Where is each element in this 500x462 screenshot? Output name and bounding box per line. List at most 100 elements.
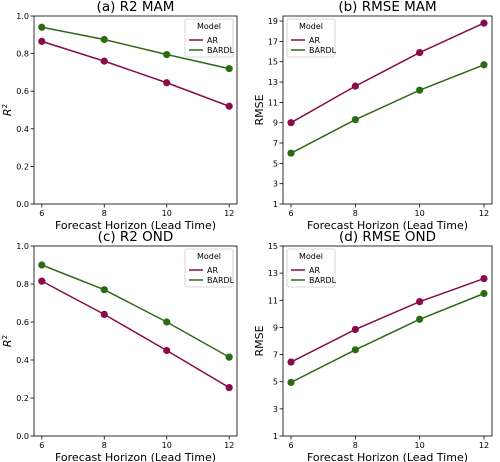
x-tick-label: 6 xyxy=(288,209,293,218)
x-tick-label: 10 xyxy=(415,209,425,218)
chart-title: (d) RMSE OND xyxy=(339,229,436,245)
y-tick-label: 1.0 xyxy=(16,242,29,251)
legend-title: Model xyxy=(299,252,323,261)
x-tick-label: 10 xyxy=(162,209,172,218)
plot-frame xyxy=(33,245,238,437)
y-tick-label: 0.8 xyxy=(16,50,29,59)
series-line-ar xyxy=(290,277,485,363)
y-tick-label: 0.8 xyxy=(16,280,29,289)
plot-frame xyxy=(282,245,493,437)
x-tick-label: 12 xyxy=(479,209,489,218)
data-point-bardl xyxy=(38,261,46,269)
data-point-ar xyxy=(480,19,488,27)
x-tick-label: 8 xyxy=(353,209,358,218)
plot-frame xyxy=(282,15,493,205)
y-tick-label: 1.0 xyxy=(16,12,29,21)
y-tick-label: 9 xyxy=(273,323,278,332)
x-axis-label: Forecast Horizon (Lead Time) xyxy=(55,451,216,462)
y-tick-label: 5 xyxy=(273,378,278,387)
y-tick-label: 7 xyxy=(273,351,278,360)
y-tick-label: 11 xyxy=(268,98,278,107)
legend-entry-ar: AR xyxy=(207,36,218,45)
data-point-ar xyxy=(287,119,295,127)
x-tick-label: 6 xyxy=(288,441,293,450)
data-point-bardl xyxy=(225,65,233,73)
series-line-bardl xyxy=(290,292,485,384)
x-tick-label: 8 xyxy=(102,441,107,450)
y-axis-label-superscript: 2 xyxy=(1,104,9,108)
y-tick-label: 15 xyxy=(268,58,278,67)
data-point-bardl xyxy=(163,50,171,59)
legend-box xyxy=(184,248,234,288)
data-point-ar xyxy=(163,79,171,87)
x-tick-label: 12 xyxy=(479,441,489,450)
data-point-bardl xyxy=(416,315,424,323)
y-tick-label: 0.0 xyxy=(16,200,29,209)
y-tick-label: 0.4 xyxy=(16,125,29,134)
y-tick-label: 7 xyxy=(273,139,278,148)
data-point-bardl xyxy=(225,353,233,361)
y-axis-label-text: R xyxy=(1,108,14,116)
data-point-ar xyxy=(351,325,359,334)
y-tick-label: 0.4 xyxy=(16,356,29,365)
y-tick-label: 0.2 xyxy=(16,162,29,171)
y-axis-label-text: R xyxy=(1,339,14,347)
x-tick-label: 12 xyxy=(224,441,234,450)
series-line-bardl xyxy=(41,26,230,70)
legend-entry-bardl: BARDL xyxy=(207,46,235,55)
data-point-ar xyxy=(100,310,108,318)
data-point-ar xyxy=(38,37,46,45)
x-axis-label: Forecast Horizon (Lead Time) xyxy=(307,451,468,462)
data-point-bardl xyxy=(100,286,108,294)
series-line-ar xyxy=(290,22,485,124)
chart-title: (b) RMSE MAM xyxy=(338,0,436,15)
legend-title: Model xyxy=(197,252,221,261)
data-point-ar xyxy=(416,48,424,57)
series-line-ar xyxy=(41,40,230,107)
legend-box xyxy=(286,248,336,288)
chart-title: (a) R2 MAM xyxy=(97,0,175,15)
legend-entry-ar: AR xyxy=(207,266,218,275)
legend-entry-bardl: BARDL xyxy=(309,276,337,285)
data-point-ar xyxy=(100,57,108,65)
series-line-bardl xyxy=(41,264,230,358)
legend-title: Model xyxy=(299,22,323,31)
data-point-ar xyxy=(163,346,171,355)
x-tick-label: 10 xyxy=(415,441,425,450)
data-point-ar xyxy=(225,383,233,392)
y-tick-label: 13 xyxy=(268,78,278,87)
y-axis-label: R2 xyxy=(1,335,14,347)
y-tick-label: 9 xyxy=(273,119,278,128)
y-tick-label: 15 xyxy=(268,242,278,251)
y-tick-label: 0.6 xyxy=(16,87,29,96)
x-tick-label: 8 xyxy=(353,441,358,450)
y-tick-label: 11 xyxy=(268,296,278,305)
y-tick-label: 0.2 xyxy=(16,394,29,403)
y-tick-label: 0.0 xyxy=(16,432,29,441)
data-point-bardl xyxy=(416,86,424,94)
x-tick-label: 12 xyxy=(224,209,234,218)
y-tick-label: 3 xyxy=(273,405,278,414)
chart-panel-r2-ond: (c) R2 OND 6 8 10 12 0.0 0.2 0.4 0.6 0.8 1.0 Foreca… xyxy=(1,229,238,462)
x-tick-label: 6 xyxy=(39,209,44,218)
x-tick-label: 10 xyxy=(162,441,172,450)
y-axis-label: RMSE xyxy=(253,325,266,356)
data-point-bardl xyxy=(287,378,295,386)
y-axis-label-superscript: 2 xyxy=(1,335,9,339)
y-tick-label: 1 xyxy=(273,200,278,209)
y-tick-label: 17 xyxy=(268,37,278,46)
chart-title: (c) R2 OND xyxy=(98,229,174,245)
chart-panel-r2-mam: (a) R2 MAM 6 8 10 12 0.0 0.2 0.4 0.6 0.8 1.0 Foreca… xyxy=(1,0,238,232)
data-point-bardl xyxy=(480,61,488,69)
series-line-ar xyxy=(41,280,230,389)
y-tick-label: 1 xyxy=(273,432,278,441)
data-point-ar xyxy=(225,102,233,110)
data-point-bardl xyxy=(163,318,171,326)
